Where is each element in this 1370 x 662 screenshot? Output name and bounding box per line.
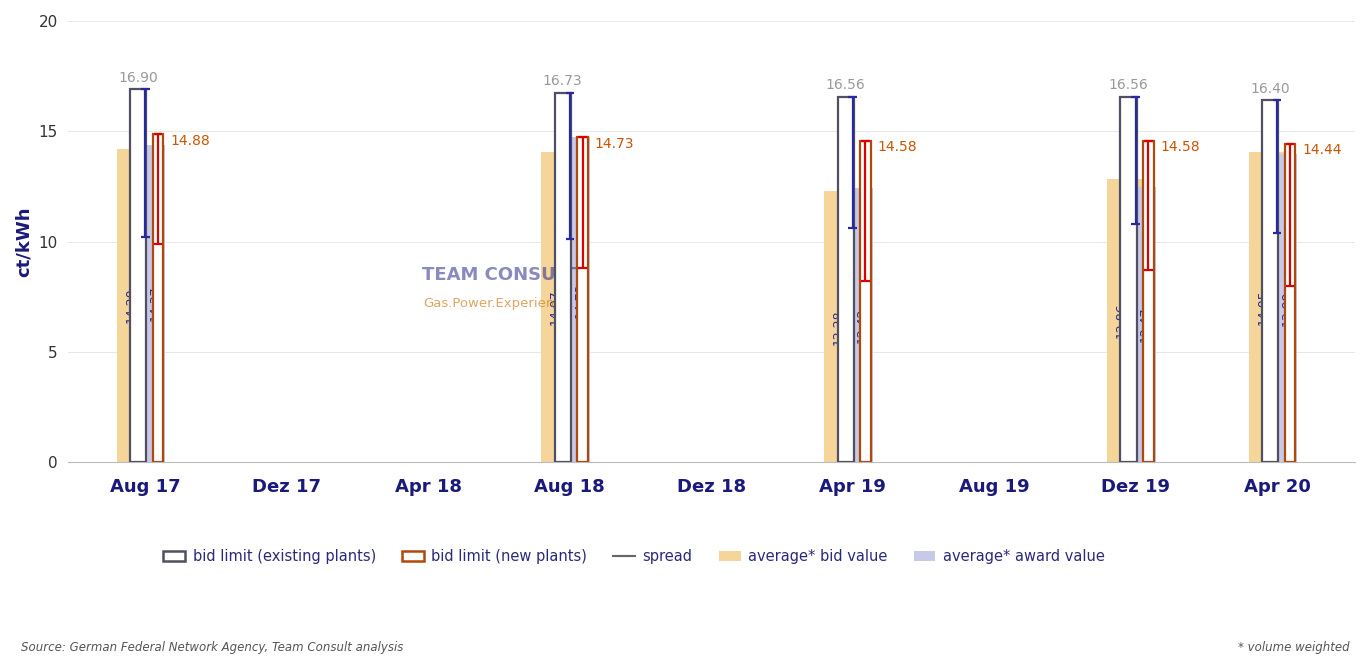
Bar [1128,187,1155,462]
Text: 14.58: 14.58 [1160,140,1200,154]
Text: 14.58: 14.58 [878,140,918,154]
Text: 16.56: 16.56 [826,78,866,92]
Text: 12.86: 12.86 [1115,303,1128,338]
Bar [1143,140,1154,462]
Text: 12.47: 12.47 [1138,307,1152,342]
Text: 14.07: 14.07 [549,289,562,325]
Text: 13.99: 13.99 [1281,290,1293,326]
Bar [541,152,586,462]
Text: 12.28: 12.28 [832,309,845,344]
Bar [1107,179,1152,462]
Text: 14.37: 14.37 [149,286,162,322]
Y-axis label: ct/kWh: ct/kWh [15,207,33,277]
Bar [1269,154,1297,462]
Bar [116,149,162,462]
Text: 12.42: 12.42 [856,307,869,343]
Text: 16.40: 16.40 [1251,81,1291,95]
Bar [825,191,870,462]
Bar [130,89,147,462]
Text: 16.56: 16.56 [1108,78,1148,92]
Bar [844,188,873,462]
Text: 14.05: 14.05 [1256,289,1270,325]
Bar [555,93,571,462]
Text: Gas.Power.Experience.: Gas.Power.Experience. [423,297,574,310]
Bar [577,137,588,462]
Text: TEAM CONSULT: TEAM CONSULT [422,265,577,284]
Bar [860,140,871,462]
Text: * volume weighted: * volume weighted [1238,641,1349,654]
Text: 14.73: 14.73 [595,137,634,151]
Bar [562,137,589,462]
Bar [1249,152,1295,462]
Text: 14.44: 14.44 [1303,143,1341,158]
Text: 14.88: 14.88 [170,134,210,148]
Bar [1121,97,1137,462]
Legend: bid limit (existing plants), bid limit (new plants), spread, average* bid value,: bid limit (existing plants), bid limit (… [158,543,1111,569]
Bar [837,97,854,462]
Bar [137,145,166,462]
Text: 16.90: 16.90 [118,71,158,85]
Text: 14.20: 14.20 [125,288,138,323]
Text: 14.73: 14.73 [573,282,586,318]
Text: Source: German Federal Network Agency, Team Consult analysis: Source: German Federal Network Agency, T… [21,641,403,654]
Bar [153,134,163,462]
Bar [1285,144,1295,462]
Bar [1262,101,1278,462]
Text: 16.73: 16.73 [543,74,582,88]
